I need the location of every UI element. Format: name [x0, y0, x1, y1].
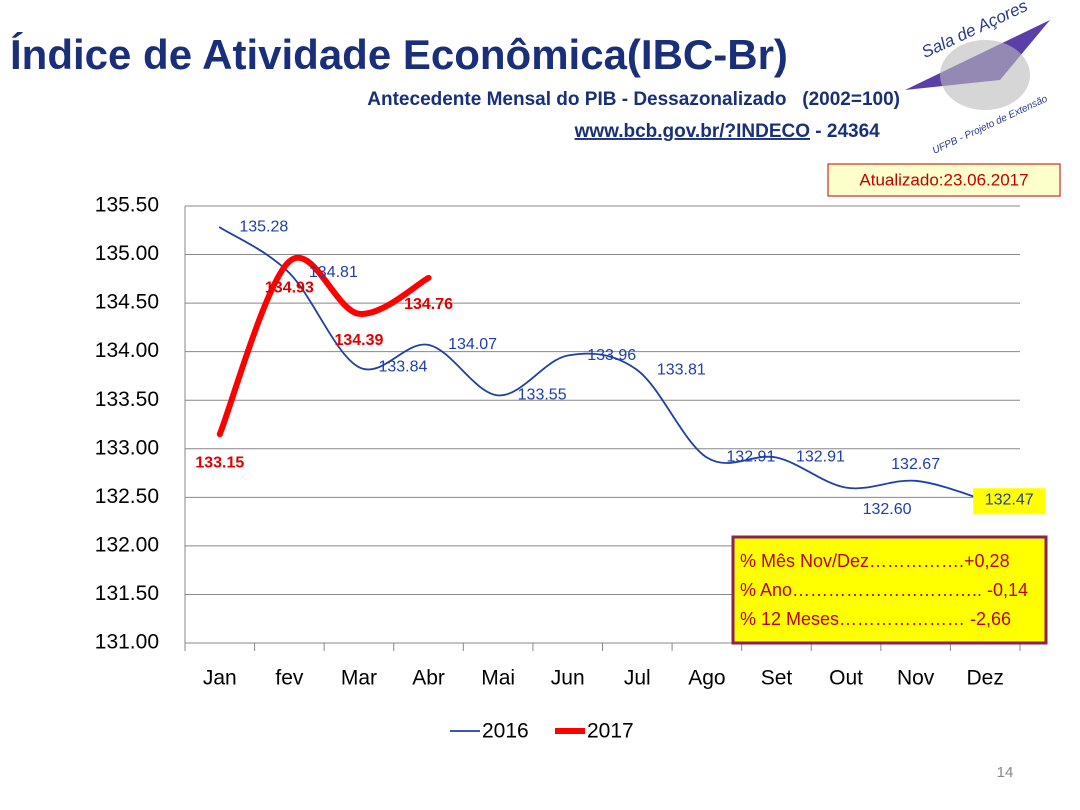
x-tick-label: fev [275, 667, 304, 690]
updated-text: Atualizado:23.06.2017 [859, 170, 1028, 189]
y-tick-label: 133.50 [95, 388, 159, 411]
value-label: 132.60 [863, 501, 912, 518]
x-tick-label: Set [761, 667, 793, 690]
stats-line: % 12 Meses………………… -2,66 [740, 609, 1011, 629]
legend-label: 2017 [587, 720, 634, 743]
x-tick-label: Jun [551, 667, 585, 690]
value-label: 132.47 [985, 491, 1034, 508]
x-tick-label: Abr [412, 667, 445, 690]
x-tick-label: Mar [341, 667, 377, 690]
value-label-box [973, 488, 1046, 515]
chart-title: Índice de Atividade Econômica(IBC-Br) [10, 31, 788, 78]
value-label: 134.07 [448, 336, 497, 353]
value-label: 133.96 [587, 347, 636, 364]
stats-box [731, 535, 1048, 645]
value-label: 134.93 [265, 280, 314, 297]
y-tick-label: 132.50 [95, 485, 159, 508]
y-tick-label: 133.00 [95, 436, 159, 459]
series-line [218, 226, 987, 502]
source-link[interactable]: www.bcb.gov.br/?INDECO [574, 121, 810, 142]
page-number: 14 [997, 764, 1014, 781]
value-label: 133.84 [378, 358, 427, 375]
x-tick-label: Jul [624, 667, 651, 690]
value-label: 135.28 [239, 219, 288, 236]
value-label: 134.76 [404, 296, 453, 313]
value-label: 132.91 [796, 449, 845, 466]
source-code: - 24364 [810, 121, 880, 142]
y-tick-label: 131.00 [95, 631, 159, 654]
x-tick-label: Dez [967, 667, 1004, 690]
logo: Sala de Açores UFPB - Projeto de Extensã… [905, 0, 1050, 157]
value-label: 132.67 [891, 456, 940, 473]
stats-line: % Mês Nov/Dez…………….+0,28 [740, 551, 1010, 571]
value-label: 134.39 [334, 332, 383, 349]
updated-box [827, 163, 1061, 197]
value-label: 132.91 [726, 449, 775, 466]
y-tick-label: 134.00 [95, 339, 159, 362]
x-tick-label: Nov [897, 667, 935, 690]
stats-line: % Ano………………………….. -0,14 [740, 580, 1028, 600]
logo-globe [940, 40, 1030, 110]
y-tick-label: 135.00 [95, 242, 159, 265]
y-tick-label: 135.50 [95, 194, 159, 217]
value-label: 133.15 [195, 454, 244, 471]
x-tick-label: Out [829, 667, 863, 690]
value-label: 134.81 [309, 264, 358, 281]
legend-label: 2016 [482, 720, 529, 743]
value-label: 133.55 [518, 387, 567, 404]
y-tick-label: 131.50 [95, 582, 159, 605]
y-tick-label: 132.00 [95, 533, 159, 556]
series-line [216, 255, 432, 438]
x-tick-label: Jan [203, 667, 237, 690]
y-tick-label: 134.50 [95, 291, 159, 314]
value-label: 133.81 [657, 361, 706, 378]
x-tick-label: Mai [481, 667, 515, 690]
x-tick-label: Ago [688, 667, 725, 690]
subtitle: Antecedente Mensal do PIB - Dessazonaliz… [367, 89, 900, 110]
